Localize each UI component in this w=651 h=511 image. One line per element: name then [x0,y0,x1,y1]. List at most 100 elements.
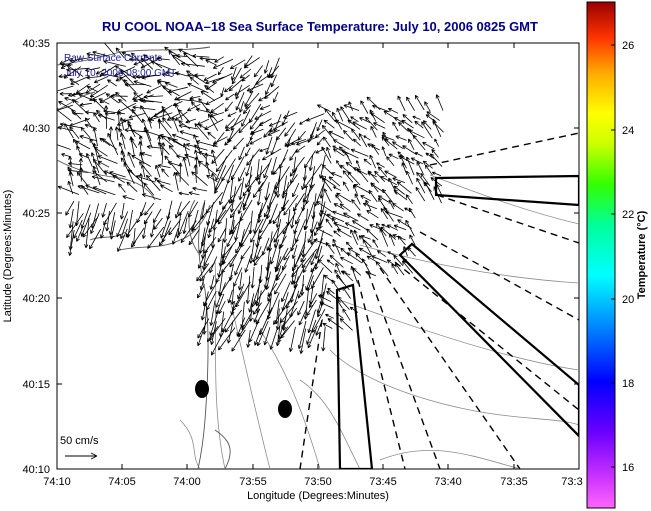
current-vector [387,108,399,114]
current-vector [384,170,397,178]
current-vector [175,53,188,58]
current-vector [209,311,219,336]
map-layer: Raw Surface Currents July 10, 2006 08:00… [57,43,579,469]
current-vector [160,184,173,193]
current-vector [234,212,243,241]
current-vector [235,92,245,111]
current-vector [121,51,135,59]
current-vector [432,118,442,138]
current-vector [214,56,225,63]
current-vector [333,230,341,237]
current-vector [103,59,126,67]
current-vector [345,241,354,250]
current-vector [335,262,341,275]
current-vector [201,254,207,270]
current-vector [205,108,218,123]
current-vector [323,188,332,203]
current-vector [404,207,413,213]
current-vector [325,218,333,228]
current-vector [274,273,287,295]
current-vector [161,72,173,77]
current-vector [66,213,84,239]
current-vector [405,219,415,237]
current-vector [331,172,343,178]
current-vector [197,318,210,339]
x-tick-label: 73:35 [500,476,528,488]
current-vector [350,229,358,245]
current-vector [351,220,368,231]
current-vector [198,124,209,131]
current-vector [393,224,407,231]
current-vector [200,90,216,102]
current-vector [296,136,317,146]
current-vector [231,67,242,85]
current-vector [360,100,369,114]
current-vector [269,121,288,133]
current-vector [114,66,136,77]
current-vector [288,326,296,352]
current-vector [164,155,181,175]
current-vector [401,119,414,129]
current-vector [303,208,309,230]
current-vector [64,123,74,139]
current-vector [339,256,354,265]
current-vector [267,273,278,302]
current-vector [250,128,264,135]
current-vector [218,327,236,351]
current-vector [421,121,433,139]
current-vector [195,140,218,148]
current-vector [219,183,228,206]
current-vector [194,156,199,175]
current-vector [255,246,262,260]
current-vector [69,126,80,139]
current-vector [386,259,397,267]
current-vector [217,203,233,225]
current-vector [319,210,334,221]
current-vector [57,104,74,113]
current-vector [198,160,217,176]
current-vector [326,213,345,223]
current-vector [290,258,296,285]
current-vector [217,66,224,76]
current-vector [224,137,233,146]
scale-label: 50 cm/s [60,435,99,447]
current-vector [241,74,250,82]
current-vector [255,73,271,85]
current-vector [187,82,209,94]
current-vector [95,68,107,75]
current-vector [135,74,160,79]
current-vector [147,226,165,249]
current-vector [68,171,74,187]
current-vector [78,153,89,159]
legend-line-2: July 10, 2006 08:00 GMT [64,68,176,79]
current-vector [416,177,426,194]
current-vector [157,142,170,155]
current-vector [239,68,252,79]
current-vector [144,202,155,216]
current-vector [272,158,286,175]
current-vector [252,235,262,263]
y-tick-marks [57,127,579,385]
current-vector [79,102,92,107]
current-vector [84,218,90,249]
current-vector [316,201,334,213]
current-vector [215,156,227,181]
current-vector [80,126,91,139]
current-vector [129,136,135,156]
current-vector [92,158,107,176]
current-vector [381,146,387,157]
current-vector [268,120,281,127]
current-vector [277,326,289,343]
current-vector [343,104,360,111]
current-vector [342,308,351,321]
current-vector [328,176,341,187]
current-vector [292,266,299,285]
legend-line-1: Raw Surface Currents [64,53,162,64]
current-vector [178,120,191,130]
current-vector [261,148,282,161]
current-vector [381,223,390,229]
current-vector [122,118,134,123]
current-vector [198,227,206,254]
current-vector [167,137,183,146]
current-vector [244,254,252,273]
